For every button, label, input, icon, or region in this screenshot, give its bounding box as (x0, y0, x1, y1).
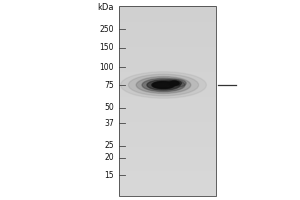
Ellipse shape (167, 81, 182, 86)
Ellipse shape (170, 81, 179, 85)
Text: 20: 20 (104, 154, 114, 162)
Ellipse shape (170, 82, 179, 85)
Ellipse shape (136, 77, 191, 93)
Text: 100: 100 (100, 62, 114, 72)
Ellipse shape (121, 72, 206, 98)
Text: 15: 15 (104, 170, 114, 180)
Ellipse shape (142, 78, 185, 92)
Text: 250: 250 (100, 24, 114, 33)
Text: 50: 50 (104, 104, 114, 112)
Text: 150: 150 (100, 44, 114, 52)
Ellipse shape (153, 82, 174, 88)
Ellipse shape (147, 80, 180, 90)
Ellipse shape (163, 79, 186, 87)
Ellipse shape (128, 74, 199, 96)
Bar (118, 6, 216, 196)
Text: 75: 75 (104, 81, 114, 90)
Ellipse shape (152, 81, 175, 89)
Text: 25: 25 (104, 142, 114, 150)
Text: kDa: kDa (98, 2, 114, 11)
Text: 37: 37 (104, 118, 114, 128)
